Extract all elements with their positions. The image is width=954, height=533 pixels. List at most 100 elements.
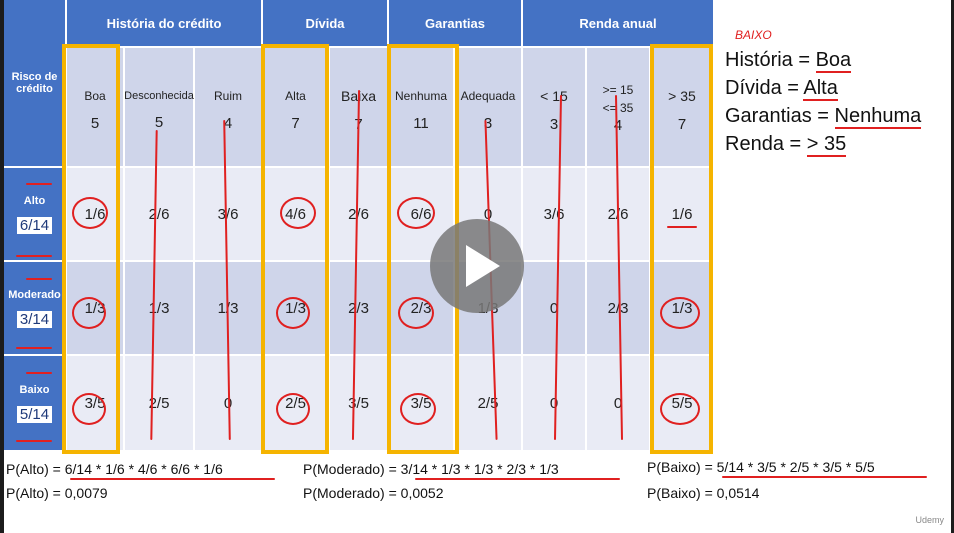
table-cell: 0 — [195, 356, 263, 452]
column-count: 7 — [677, 115, 687, 133]
row-prior: 5/14 — [16, 405, 53, 423]
column-header: >= 15 <= 35 4 — [587, 48, 651, 168]
table-cell: 1/3 — [195, 262, 263, 356]
table-cell: 0 — [587, 356, 651, 452]
column-count: 7 — [354, 115, 363, 133]
query-line: Garantias = Nenhuma — [725, 102, 922, 130]
row-prior: 6/14 — [16, 216, 53, 234]
table-cell: 3/6 — [195, 168, 263, 262]
result-moderado: P(Moderado) = 0,0052 — [303, 485, 444, 501]
table-cell: 1/3 — [67, 262, 125, 356]
group-header-renda: Renda anual — [523, 0, 715, 48]
formula-moderado: P(Moderado) = 3/14 * 1/3 * 1/3 * 2/3 * 1… — [303, 461, 559, 477]
table-cell: 2/6 — [125, 168, 195, 262]
column-label: >= 15 <= 35 — [602, 82, 634, 115]
row-label: Baixo — [19, 383, 50, 396]
table-cell: 3/5 — [67, 356, 125, 452]
query-value: Boa — [815, 49, 852, 73]
table-cell: 2/5 — [125, 356, 195, 452]
play-button[interactable] — [430, 219, 524, 313]
formula-baixo: P(Baixo) = 5/14 * 3/5 * 2/5 * 3/5 * 5/5 — [647, 459, 875, 475]
table-cell: 3/5 — [389, 356, 455, 452]
column-label: < 15 — [540, 87, 568, 104]
column-label: Ruim — [213, 88, 242, 103]
query-value: > 35 — [806, 133, 847, 157]
table-cell: 1/3 — [651, 262, 715, 356]
table-cell: 1/3 — [125, 262, 195, 356]
underline-mark — [722, 476, 927, 478]
column-count: 11 — [413, 114, 429, 132]
query-line: História = Boa — [725, 46, 921, 74]
column-label: Baixa — [340, 87, 377, 104]
table-cell: 2/3 — [330, 262, 389, 356]
left-border — [0, 0, 4, 533]
baixo-note: BAIXO — [735, 28, 772, 42]
table-cell: 0 — [523, 356, 587, 452]
corner-label: Risco de crédito — [11, 71, 58, 95]
column-count: 5 — [154, 113, 164, 131]
table-cell: 2/5 — [455, 356, 523, 452]
row-label: Alto — [23, 194, 46, 207]
result-alto: P(Alto) = 0,0079 — [6, 485, 108, 501]
column-header: Nenhuma 11 — [389, 48, 455, 168]
table-cell: 2/6 — [587, 168, 651, 262]
column-count: 3 — [549, 115, 559, 133]
column-header: Alta 7 — [263, 48, 330, 168]
table-cell: 2/3 — [587, 262, 651, 356]
table-cell: 3/6 — [523, 168, 587, 262]
column-label: Adequada — [460, 88, 516, 103]
query-value: Nenhuma — [834, 105, 922, 129]
column-label: Boa — [84, 88, 106, 103]
group-header-divida: Dívida — [263, 0, 389, 48]
column-count: 4 — [613, 116, 623, 134]
underline-mark — [70, 478, 275, 480]
query-key: Garantias = — [725, 105, 835, 127]
column-label: > 35 — [668, 87, 696, 104]
row-header-moderado: Moderado 3/14 — [4, 262, 67, 356]
right-border — [951, 0, 954, 533]
column-count: 5 — [90, 114, 100, 132]
row-label: Moderado — [8, 288, 61, 301]
table-cell: 1/6 — [67, 168, 125, 262]
column-count: 3 — [483, 114, 493, 132]
column-header: Boa 5 — [67, 48, 125, 168]
column-header: < 15 3 — [523, 48, 587, 168]
column-count: 7 — [291, 114, 300, 132]
column-label: Alta — [285, 88, 306, 103]
column-header: Ruim 4 — [195, 48, 263, 168]
query-key: Dívida = — [725, 77, 804, 99]
column-header: > 35 7 — [651, 48, 715, 168]
row-prior: 3/14 — [16, 310, 53, 328]
column-label: Nenhuma — [394, 88, 448, 103]
column-header: Baixa 7 — [330, 48, 389, 168]
column-header: Desconhecida 5 — [124, 48, 195, 168]
table-cell: 1/3 — [263, 262, 330, 356]
column-label: Desconhecida — [124, 89, 194, 102]
table-cell: 1/6 — [651, 168, 715, 262]
group-header-garantias: Garantias — [389, 0, 523, 48]
group-header-historia: História do crédito — [67, 0, 263, 48]
table-cell: 4/6 — [263, 168, 330, 262]
result-baixo: P(Baixo) = 0,0514 — [647, 485, 760, 501]
table-cell: 0 — [523, 262, 587, 356]
play-icon — [466, 245, 500, 287]
underline-mark — [415, 478, 620, 480]
table-cell: 2/5 — [263, 356, 330, 452]
column-header: Adequada 3 — [455, 48, 523, 168]
query-key: Renda = — [725, 133, 807, 155]
table-cell: 2/6 — [330, 168, 389, 262]
column-count: 4 — [223, 114, 233, 132]
udemy-watermark: Udemy — [915, 515, 944, 525]
query-panel: História = Boa Dívida = Alta Garantias =… — [725, 46, 922, 158]
table-corner: Risco de crédito — [4, 0, 67, 168]
formula-alto: P(Alto) = 6/14 * 1/6 * 4/6 * 6/6 * 1/6 — [6, 461, 223, 477]
query-key: História = — [725, 49, 816, 71]
query-line: Renda = > 35 — [725, 130, 921, 158]
query-line: Dívida = Alta — [725, 74, 921, 102]
table-cell: 5/5 — [651, 356, 715, 452]
row-header-alto: Alto 6/14 — [4, 168, 67, 262]
query-value: Alta — [803, 77, 838, 101]
credit-risk-table: Risco de crédito História do crédito Dív… — [4, 0, 715, 452]
row-header-baixo: Baixo 5/14 — [4, 356, 67, 452]
